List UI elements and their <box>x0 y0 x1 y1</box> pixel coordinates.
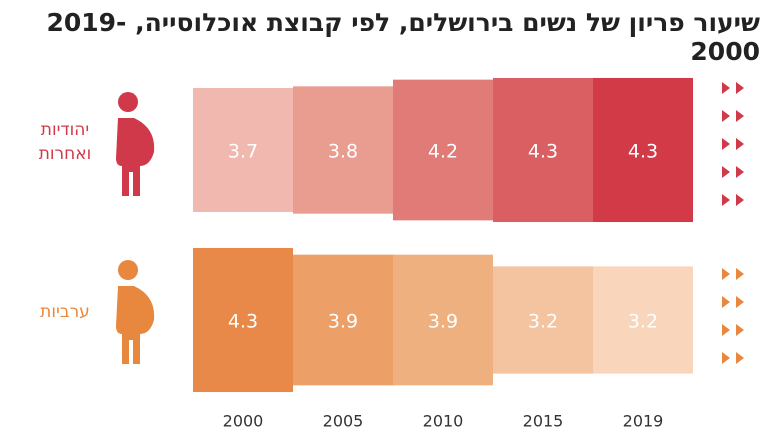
bar <box>393 254 493 386</box>
icon-woman <box>116 92 155 196</box>
decoration <box>722 82 744 206</box>
value-label: 3.2 <box>528 311 558 333</box>
bar <box>593 77 693 223</box>
bar <box>293 86 393 214</box>
x-tick-label: 2015 <box>523 412 564 431</box>
value-label: 4.3 <box>628 141 658 163</box>
bar <box>593 266 693 374</box>
bar <box>493 266 593 374</box>
value-label: 4.2 <box>428 141 458 163</box>
value-label: 3.8 <box>328 141 358 163</box>
x-tick-label: 2010 <box>423 412 464 431</box>
value-label: 3.9 <box>328 311 358 333</box>
bar <box>193 88 293 212</box>
value-label: 3.9 <box>428 311 458 333</box>
x-tick-label: 2000 <box>223 412 264 431</box>
value-label: 4.3 <box>228 311 258 333</box>
decoration <box>722 268 744 364</box>
bar <box>393 79 493 221</box>
series-label: יהודיות ואחרות <box>38 120 92 164</box>
x-tick-label: 2019 <box>623 412 664 431</box>
bar <box>493 77 593 223</box>
chart-title: שיעור פריון של נשים בירושלים, לפי קבוצת … <box>46 8 760 66</box>
icon-woman <box>116 260 155 364</box>
bar <box>193 247 293 393</box>
x-tick-label: 2005 <box>323 412 364 431</box>
value-label: 3.2 <box>628 311 658 333</box>
value-label: 4.3 <box>528 141 558 163</box>
value-label: 3.7 <box>228 141 258 163</box>
bar <box>293 254 393 386</box>
series-label: ערביות <box>40 302 90 322</box>
